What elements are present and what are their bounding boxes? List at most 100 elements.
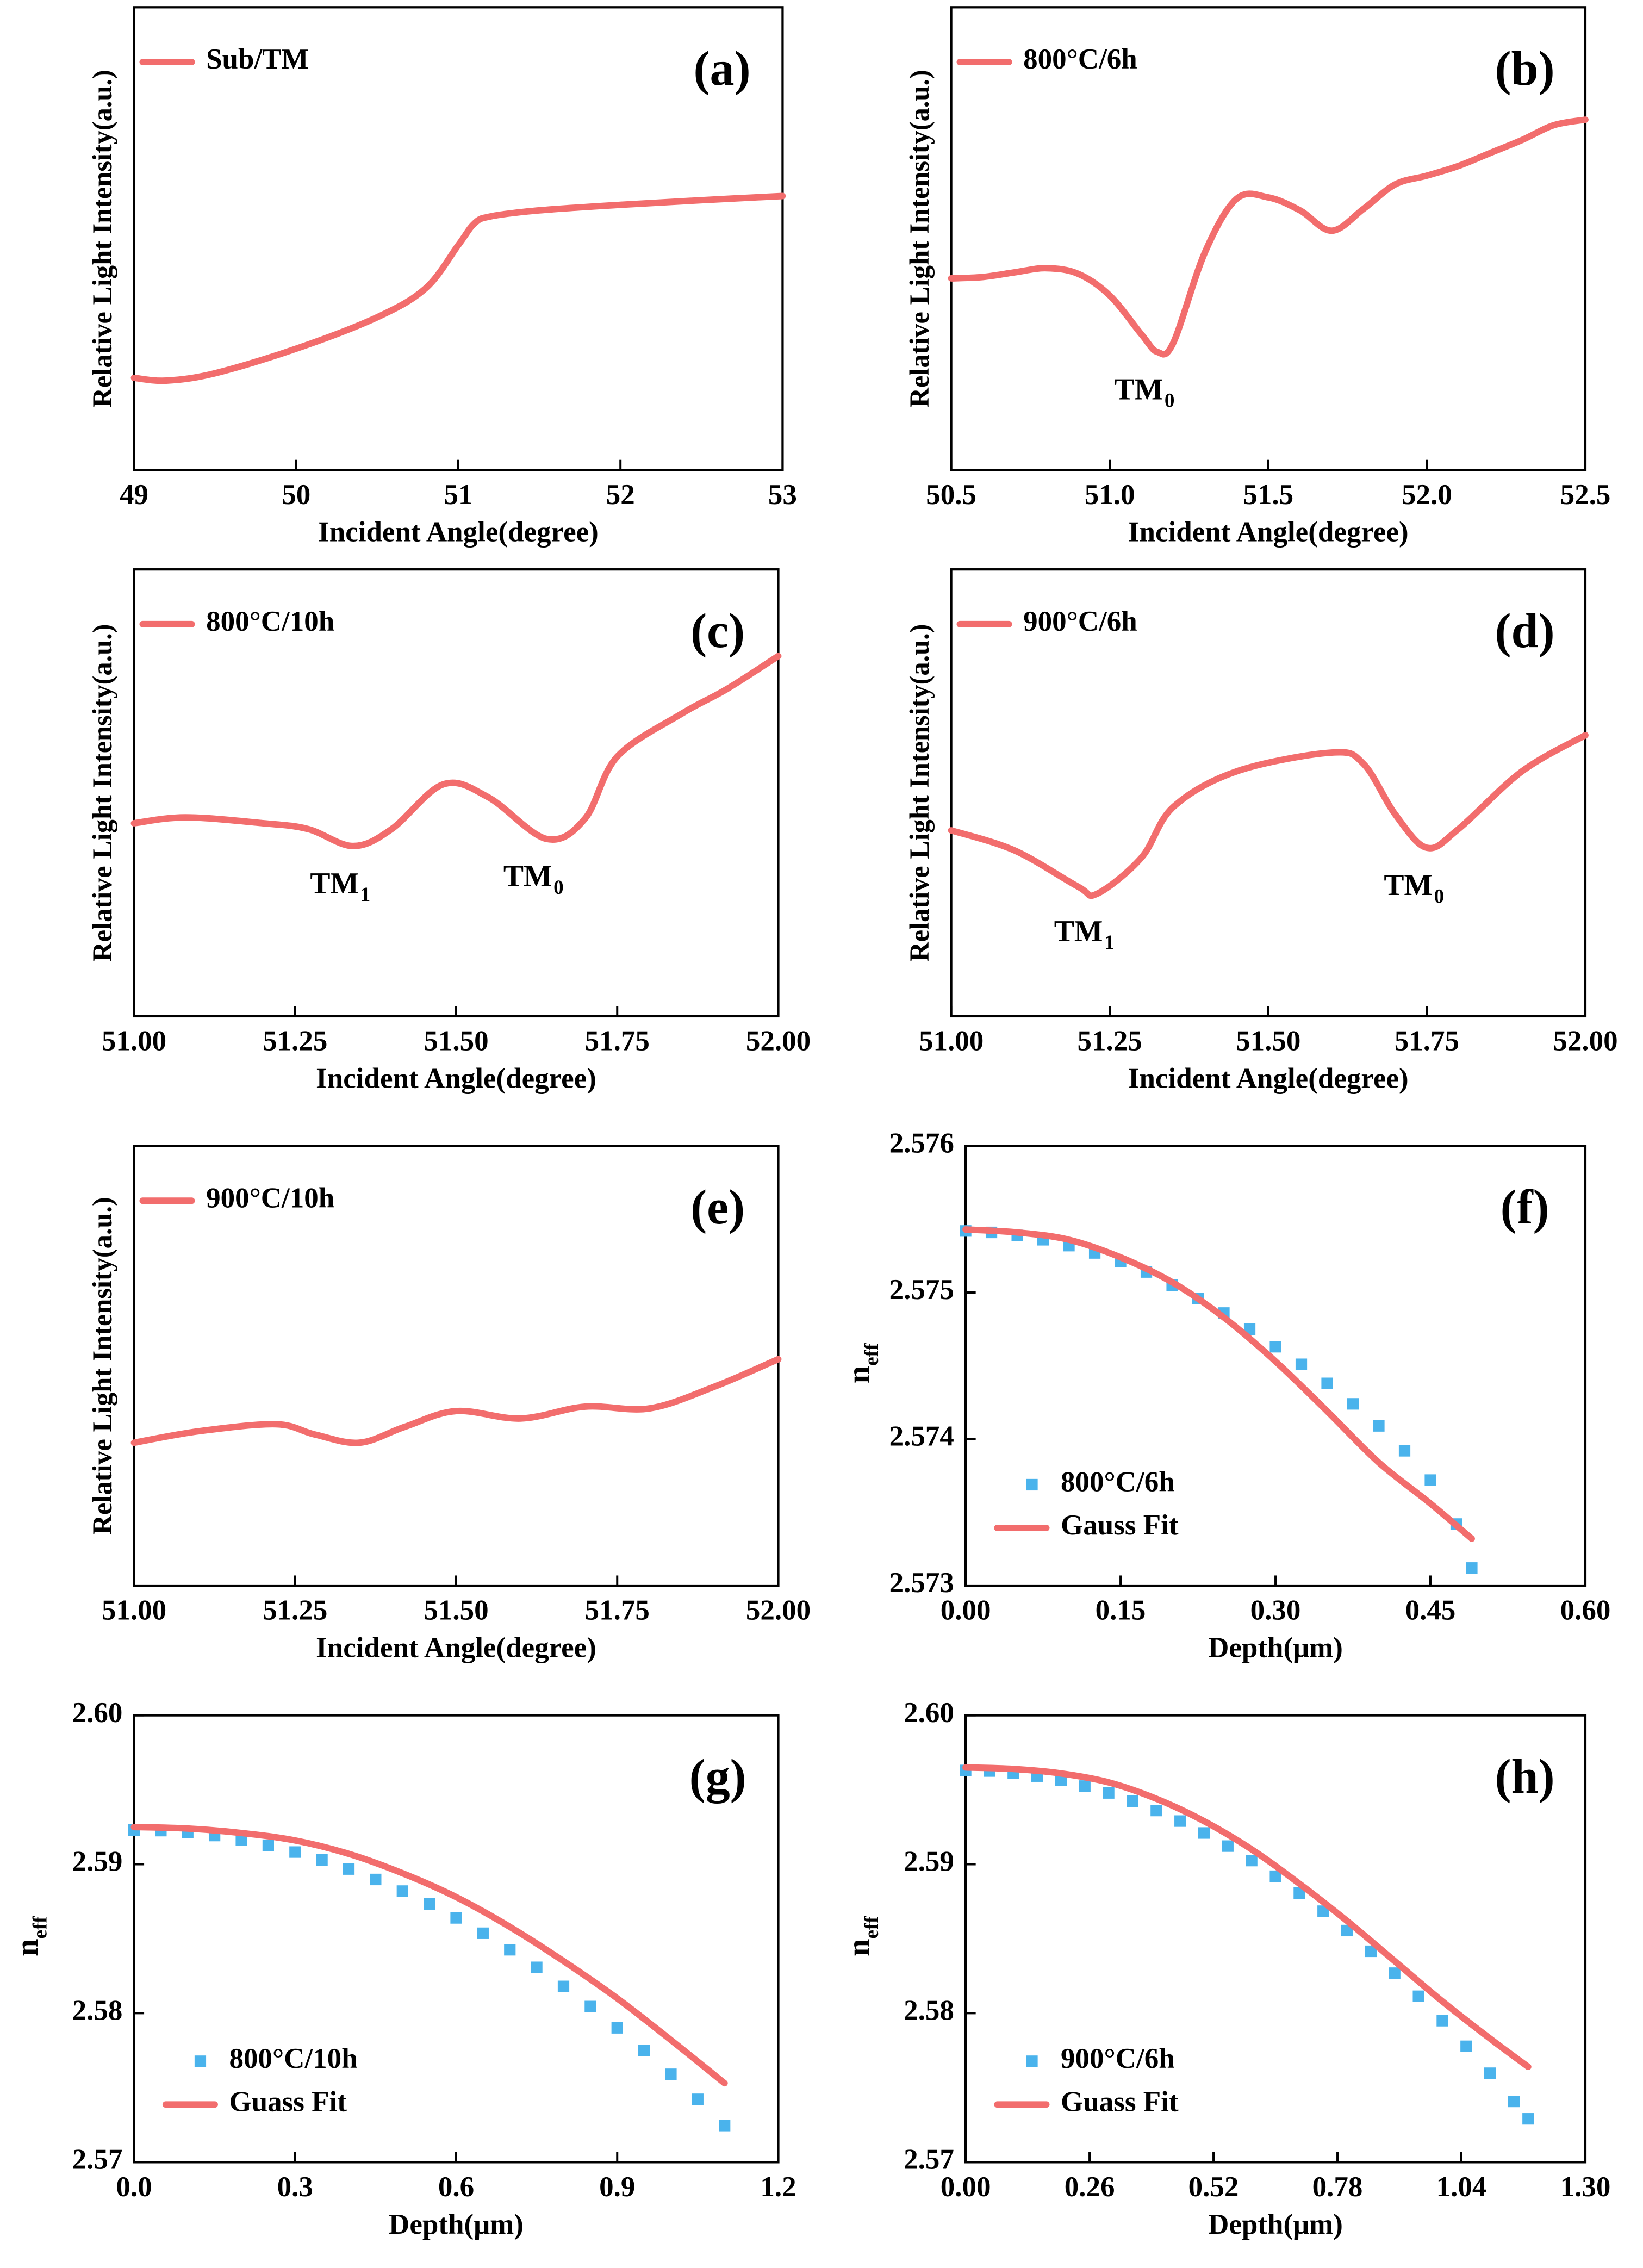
x-tick-label: 51.50	[424, 1025, 488, 1057]
legend-label: 800°C/6h	[1061, 1467, 1175, 1498]
data-point	[1389, 1967, 1401, 1979]
x-tick-label: 0.30	[1250, 1595, 1301, 1626]
data-point	[477, 1927, 489, 1939]
data-point	[1321, 1377, 1333, 1389]
x-tick-label: 0.60	[1560, 1595, 1611, 1626]
legend-label: 800°C/6h	[1023, 44, 1137, 75]
y-tick-label: 2.59	[72, 1846, 123, 1878]
legend-marker	[1026, 2055, 1038, 2067]
data-point	[1079, 1780, 1091, 1792]
y-axis-title: Relative Light Intensity(a.u.)	[87, 1197, 117, 1534]
x-tick-label: 51.50	[424, 1595, 488, 1626]
legend-marker	[1026, 1478, 1038, 1491]
y-axis-title-subscript: eff	[29, 1916, 51, 1939]
data-point	[424, 1898, 435, 1910]
x-tick-label: 51.50	[1236, 1025, 1300, 1057]
data-line	[130, 1824, 728, 2087]
x-tick-label: 51.0	[1085, 479, 1135, 511]
data-point	[1269, 1870, 1281, 1882]
data-line	[962, 1226, 1475, 1542]
x-tick-label: 52.00	[746, 1595, 811, 1626]
legend-label: 900°C/6h	[1023, 606, 1137, 637]
x-tick-label: 1.30	[1560, 2171, 1611, 2203]
y-axis-title: Relative Light Intensity(a.u.)	[87, 624, 117, 961]
y-tick-label: 2.58	[904, 1995, 954, 2027]
x-axis-title: Depth(μm)	[1208, 2209, 1343, 2240]
legend-label: Guass Fit	[229, 2086, 347, 2118]
y-tick-label: 2.573	[889, 1567, 954, 1599]
data-point	[1522, 2113, 1534, 2125]
annotation: TM	[1384, 868, 1433, 902]
x-tick-label: 0.52	[1188, 2171, 1239, 2203]
annotation-subscript: 0	[553, 877, 564, 899]
x-tick-label: 51.00	[102, 1595, 166, 1626]
x-tick-label: 0.9	[599, 2171, 635, 2203]
y-axis-title: Relative Light Intensity(a.u.)	[904, 624, 935, 961]
x-axis-title: Incident Angle(degree)	[1128, 517, 1409, 548]
y-axis-title-main: n	[841, 1366, 876, 1383]
y-tick-label: 2.57	[904, 2144, 954, 2176]
data-point	[1174, 1815, 1186, 1827]
annotation-subscript: 1	[360, 884, 371, 906]
x-axis-title: Depth(μm)	[389, 2209, 524, 2240]
data-point	[1150, 1805, 1162, 1817]
y-tick-label: 2.60	[904, 1697, 954, 1729]
y-tick-label: 2.59	[904, 1846, 954, 1878]
x-tick-label: 51.00	[919, 1025, 984, 1057]
x-axis-title: Depth(μm)	[1208, 1632, 1343, 1663]
x-tick-label: 52.0	[1402, 479, 1452, 511]
annotation-subscript: 0	[1165, 390, 1175, 412]
y-axis-title-main: n	[9, 1938, 45, 1956]
panel-label: (f)	[1501, 1180, 1549, 1234]
x-tick-label: 51.25	[1078, 1025, 1142, 1057]
legend-label: Guass Fit	[1061, 2086, 1179, 2118]
x-tick-label: 0.3	[277, 2171, 313, 2203]
data-line	[948, 732, 1589, 899]
data-point	[450, 1912, 462, 1924]
panel-label: (d)	[1495, 604, 1555, 658]
x-tick-label: 50.5	[926, 479, 976, 511]
data-point	[1466, 1562, 1478, 1574]
plot-frame	[950, 6, 1587, 471]
y-tick-label: 2.574	[889, 1421, 954, 1452]
data-point	[1127, 1795, 1138, 1807]
data-point	[1484, 2067, 1496, 2079]
data-point	[289, 1846, 301, 1858]
data-point	[1460, 2040, 1472, 2052]
data-point	[584, 2000, 596, 2012]
data-point	[557, 1980, 570, 1992]
data-point	[1222, 1840, 1234, 1852]
legend-marker	[194, 2055, 207, 2067]
data-point	[1103, 1787, 1115, 1799]
data-line	[962, 1764, 1532, 2071]
legend-label: 900°C/10h	[206, 1182, 334, 1214]
panel-label: (c)	[690, 604, 745, 658]
y-axis-title-subscript: eff	[861, 1343, 883, 1366]
data-point	[1365, 1945, 1377, 1958]
panel-label: (e)	[690, 1180, 745, 1234]
y-tick-label: 2.58	[72, 1995, 123, 2027]
y-axis-title-subscript: eff	[861, 1916, 883, 1939]
y-tick-label: 2.576	[889, 1128, 954, 1159]
x-tick-label: 51	[444, 479, 472, 511]
x-tick-label: 1.04	[1436, 2171, 1487, 2203]
data-point	[531, 1961, 543, 1973]
y-axis-title: Relative Light Intensity(a.u.)	[87, 70, 117, 407]
x-axis-title: Incident Angle(degree)	[1128, 1062, 1409, 1094]
panel-label: (h)	[1495, 1750, 1555, 1804]
x-tick-label: 0.45	[1405, 1595, 1456, 1626]
x-tick-label: 53	[768, 479, 797, 511]
x-tick-label: 52.00	[746, 1025, 811, 1057]
legend-label: Gauss Fit	[1061, 1509, 1179, 1541]
data-point	[235, 1834, 247, 1846]
legend-label: 800°C/10h	[229, 2043, 357, 2074]
data-point	[1198, 1827, 1210, 1839]
y-axis-title-main: n	[841, 1938, 876, 1956]
data-point	[1373, 1420, 1385, 1432]
data-point	[1424, 1474, 1436, 1486]
x-tick-label: 0.6	[438, 2171, 474, 2203]
data-point	[504, 1944, 516, 1956]
